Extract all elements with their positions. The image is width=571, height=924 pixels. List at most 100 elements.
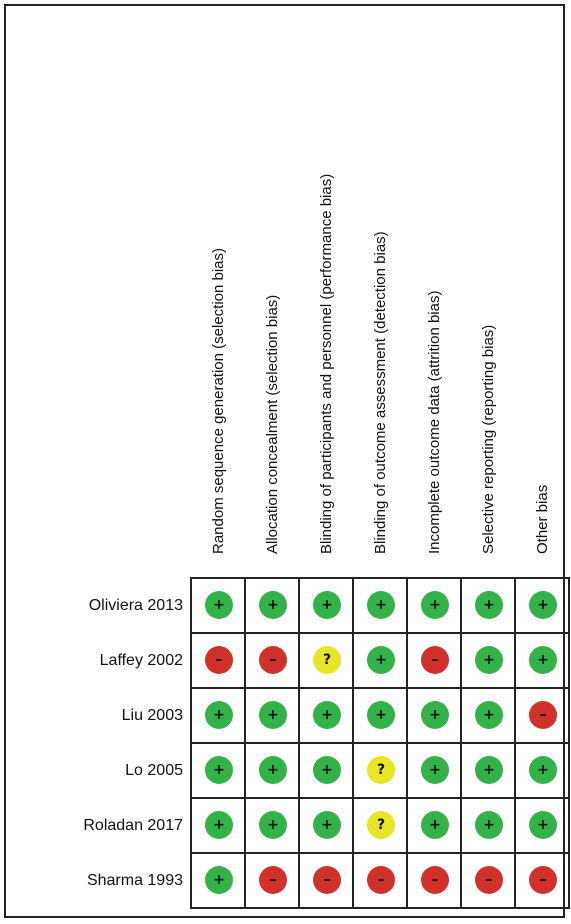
low-risk-icon: + xyxy=(421,701,449,729)
rating-cell: + xyxy=(462,634,516,689)
column-header: Blinding of outcome assessment (detectio… xyxy=(366,12,396,572)
rating-cell: – xyxy=(408,854,462,909)
column-header-label: Selective reporting (reporting bias) xyxy=(480,324,497,554)
rating-cell: – xyxy=(408,634,462,689)
rating-cell: + xyxy=(462,799,516,854)
rating-cell: + xyxy=(516,744,570,799)
high-risk-icon: – xyxy=(475,866,503,894)
rating-cell: + xyxy=(192,579,246,634)
high-risk-icon: – xyxy=(259,646,287,674)
column-header-label: Blinding of outcome assessment (detectio… xyxy=(372,231,389,554)
high-risk-icon: – xyxy=(529,701,557,729)
rating-cell: + xyxy=(300,744,354,799)
rating-cell: – xyxy=(516,689,570,744)
low-risk-icon: + xyxy=(475,591,503,619)
rating-cell: – xyxy=(246,634,300,689)
unclear-risk-icon: ? xyxy=(367,811,395,839)
study-label: Laffey 2002 xyxy=(99,652,183,669)
column-header-label: Allocation concealment (selection bias) xyxy=(264,294,281,554)
rating-cell: + xyxy=(300,579,354,634)
rating-cell: + xyxy=(192,799,246,854)
rating-cell: ? xyxy=(354,744,408,799)
column-header: Random sequence generation (selection bi… xyxy=(204,12,234,572)
low-risk-icon: + xyxy=(367,591,395,619)
rating-cell: – xyxy=(462,854,516,909)
rating-cell: + xyxy=(354,579,408,634)
rating-cell: + xyxy=(246,799,300,854)
column-header: Other bias xyxy=(528,12,558,572)
low-risk-icon: + xyxy=(259,591,287,619)
low-risk-icon: + xyxy=(259,756,287,784)
study-label: Oliviera 2013 xyxy=(88,597,183,614)
low-risk-icon: + xyxy=(313,591,341,619)
low-risk-icon: + xyxy=(313,701,341,729)
low-risk-icon: + xyxy=(259,811,287,839)
column-header-label: Blinding of participants and personnel (… xyxy=(318,173,335,554)
low-risk-icon: + xyxy=(475,756,503,784)
high-risk-icon: – xyxy=(367,866,395,894)
high-risk-icon: – xyxy=(259,866,287,894)
column-header: Blinding of participants and personnel (… xyxy=(312,12,342,572)
low-risk-icon: + xyxy=(367,701,395,729)
low-risk-icon: + xyxy=(421,756,449,784)
low-risk-icon: + xyxy=(205,866,233,894)
rating-cell: + xyxy=(462,579,516,634)
low-risk-icon: + xyxy=(259,701,287,729)
rating-cell: + xyxy=(192,854,246,909)
rating-cell: + xyxy=(516,579,570,634)
low-risk-icon: + xyxy=(313,756,341,784)
rating-cell: + xyxy=(408,744,462,799)
ratings-grid: + + + + + + + – –? + – + + + + + + + + – + + +? + + + + + +? + + + + – – – –… xyxy=(190,577,570,909)
rating-cell: + xyxy=(192,744,246,799)
column-header-label: Random sequence generation (selection bi… xyxy=(210,247,227,554)
study-label: Lo 2005 xyxy=(125,762,183,779)
unclear-risk-icon: ? xyxy=(313,646,341,674)
low-risk-icon: + xyxy=(475,701,503,729)
rating-cell: + xyxy=(516,634,570,689)
high-risk-icon: – xyxy=(421,646,449,674)
rating-cell: – xyxy=(354,854,408,909)
rating-cell: – xyxy=(246,854,300,909)
low-risk-icon: + xyxy=(529,646,557,674)
rating-cell: + xyxy=(300,799,354,854)
low-risk-icon: + xyxy=(205,701,233,729)
rating-cell: + xyxy=(246,579,300,634)
rating-cell: + xyxy=(462,744,516,799)
low-risk-icon: + xyxy=(205,591,233,619)
low-risk-icon: + xyxy=(421,811,449,839)
column-header-label: Incomplete outcome data (attrition bias) xyxy=(426,290,443,554)
low-risk-icon: + xyxy=(367,646,395,674)
rating-cell: – xyxy=(516,854,570,909)
rating-cell: + xyxy=(354,634,408,689)
rating-cell: + xyxy=(192,689,246,744)
low-risk-icon: + xyxy=(529,591,557,619)
column-header: Allocation concealment (selection bias) xyxy=(258,12,288,572)
low-risk-icon: + xyxy=(529,811,557,839)
rating-cell: + xyxy=(300,689,354,744)
rating-cell: ? xyxy=(300,634,354,689)
column-header: Selective reporting (reporting bias) xyxy=(474,12,504,572)
high-risk-icon: – xyxy=(529,866,557,894)
study-label: Liu 2003 xyxy=(121,707,183,724)
rating-cell: – xyxy=(300,854,354,909)
high-risk-icon: – xyxy=(421,866,449,894)
rating-cell: ? xyxy=(354,799,408,854)
study-label: Roladan 2017 xyxy=(83,817,183,834)
rating-cell: + xyxy=(408,799,462,854)
rating-cell: + xyxy=(516,799,570,854)
low-risk-icon: + xyxy=(529,756,557,784)
high-risk-icon: – xyxy=(313,866,341,894)
high-risk-icon: – xyxy=(205,646,233,674)
column-header-label: Other bias xyxy=(534,484,551,554)
low-risk-icon: + xyxy=(475,811,503,839)
low-risk-icon: + xyxy=(475,646,503,674)
rating-cell: + xyxy=(354,689,408,744)
rating-cell: + xyxy=(408,689,462,744)
rating-cell: + xyxy=(246,744,300,799)
study-label: Sharma 1993 xyxy=(86,872,183,889)
rating-cell: + xyxy=(408,579,462,634)
column-header: Incomplete outcome data (attrition bias) xyxy=(420,12,450,572)
low-risk-icon: + xyxy=(421,591,449,619)
low-risk-icon: + xyxy=(205,811,233,839)
unclear-risk-icon: ? xyxy=(367,756,395,784)
